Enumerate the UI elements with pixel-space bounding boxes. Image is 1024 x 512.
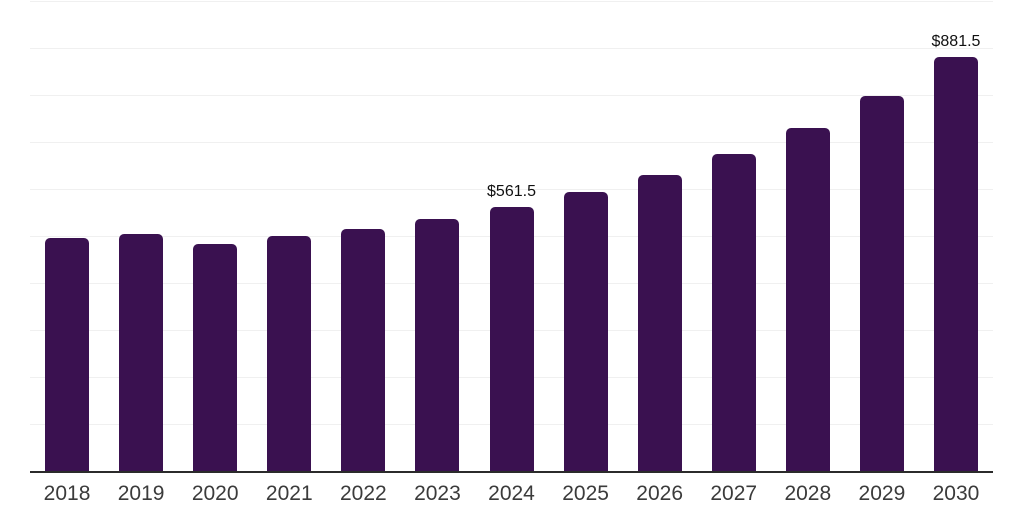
x-axis-label-2021: 2021	[265, 482, 313, 505]
bar-slot-2030: $881.5	[919, 1, 993, 471]
bar-slot-2021	[252, 1, 326, 471]
bar-slot-2022	[326, 1, 400, 471]
gridline-1000	[30, 1, 993, 2]
bar-slot-2024: $561.5	[474, 1, 548, 471]
bar-2018	[45, 237, 90, 471]
bar-slot-2026	[623, 1, 697, 471]
bar-2022	[341, 228, 386, 471]
bar-slot-2018	[30, 1, 104, 471]
bar-slot-2023	[400, 1, 474, 471]
gridline-700	[30, 142, 993, 143]
gridline-800	[30, 95, 993, 96]
bars-container: $561.5 $881.5	[30, 1, 993, 471]
x-axis-label-2029: 2029	[858, 482, 906, 505]
bar-2023	[415, 219, 460, 471]
bar-2030	[933, 56, 978, 471]
bar-slot-2028	[771, 1, 845, 471]
bar-2026	[637, 174, 682, 471]
bar-2019	[119, 234, 164, 471]
bar-2025	[563, 191, 608, 471]
x-axis-labels: 2018 2019 2020 2021 2022 2023 2024 2025 2026 2027…	[30, 481, 993, 507]
x-axis-label-2020: 2020	[191, 482, 239, 505]
bar-slot-2027	[697, 1, 771, 471]
bar-slot-2020	[178, 1, 252, 471]
x-axis-label-2023: 2023	[414, 482, 461, 505]
bar-2029	[859, 96, 904, 471]
bar-value-label-2024: $561.5	[487, 183, 536, 201]
bar-slot-2019	[104, 1, 178, 471]
bar-2028	[785, 128, 830, 471]
bar-slot-2025	[549, 1, 623, 471]
x-axis-label-2022: 2022	[339, 482, 387, 505]
gridline-900	[30, 48, 993, 49]
bar-value-label-2030: $881.5	[931, 32, 981, 50]
x-axis-label-2018: 2018	[43, 482, 91, 505]
bar-2020	[193, 244, 238, 471]
plot-area: $561.5 $881.5	[30, 1, 993, 473]
bar-2027	[711, 153, 756, 471]
x-axis-label-2019: 2019	[117, 482, 165, 505]
gridline-600	[30, 189, 993, 190]
bar-2024	[489, 207, 534, 471]
x-axis-label-2024: 2024	[488, 482, 535, 505]
bar-2021	[267, 236, 312, 471]
x-axis-label-2026: 2026	[636, 482, 684, 505]
x-axis-label-2030: 2030	[932, 482, 980, 505]
x-axis-label-2025: 2025	[562, 482, 609, 505]
bar-slot-2029	[845, 1, 919, 471]
x-axis-label-2028: 2028	[784, 482, 832, 505]
x-axis-label-2027: 2027	[710, 482, 758, 505]
